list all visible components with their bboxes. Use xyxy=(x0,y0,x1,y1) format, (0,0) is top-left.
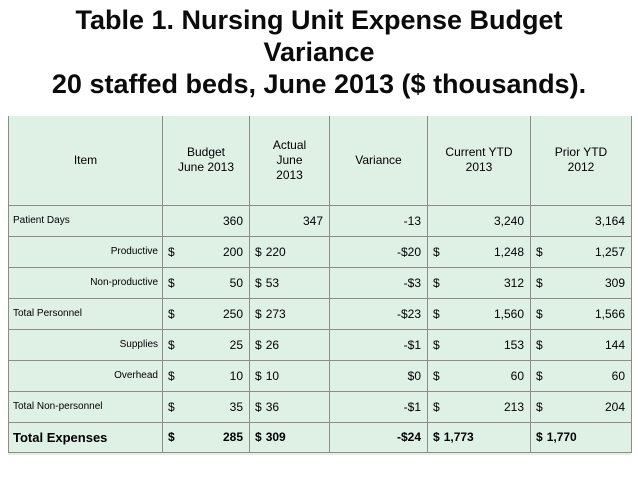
cell-variance: -13 xyxy=(329,205,428,237)
cell-actual: $53 xyxy=(249,267,330,299)
cell-current-ytd: $1,560 xyxy=(427,298,531,330)
cell-current-ytd: $60 xyxy=(427,360,531,392)
cell-budget: $250 xyxy=(162,298,250,330)
slide-title: Table 1. Nursing Unit Expense Budget Var… xyxy=(0,4,638,100)
row-item-label: Total Personnel xyxy=(8,298,163,330)
cell-actual: $273 xyxy=(249,298,330,330)
row-item-label: Total Expenses xyxy=(8,422,163,453)
cell-actual: $36 xyxy=(249,391,330,423)
cell-variance: -$24 xyxy=(329,422,428,453)
cell-current-ytd: $1,773 xyxy=(427,422,531,453)
cell-prior-ytd: $144 xyxy=(530,329,632,361)
cell-current-ytd: $312 xyxy=(427,267,531,299)
cell-variance: -$1 xyxy=(329,329,428,361)
header-budget: Budget June 2013 xyxy=(162,116,250,206)
cell-current-ytd: $153 xyxy=(427,329,531,361)
header-item: Item xyxy=(8,116,163,206)
cell-budget: $35 xyxy=(162,391,250,423)
cell-variance: -$23 xyxy=(329,298,428,330)
cell-prior-ytd: $1,566 xyxy=(530,298,632,330)
cell-budget: 360 xyxy=(162,205,250,237)
row-item-label: Overhead xyxy=(8,360,163,392)
cell-prior-ytd: $1,770 xyxy=(530,422,632,453)
cell-prior-ytd: $309 xyxy=(530,267,632,299)
cell-budget: $285 xyxy=(162,422,250,453)
header-variance: Variance xyxy=(329,116,428,206)
cell-current-ytd: $213 xyxy=(427,391,531,423)
cell-variance: $0 xyxy=(329,360,428,392)
cell-current-ytd: 3,240 xyxy=(427,205,531,237)
table-row-total: Total Expenses $285 $309 -$24 $1,773 $1,… xyxy=(8,422,632,453)
row-item-label: Supplies xyxy=(8,329,163,361)
cell-current-ytd: $1,248 xyxy=(427,236,531,268)
cell-variance: -$1 xyxy=(329,391,428,423)
table-row: Total Personnel $250 $273 -$23 $1,560 $1… xyxy=(8,298,632,330)
cell-actual: 347 xyxy=(249,205,330,237)
table-header-row: Item Budget June 2013 Actual June 2013 V… xyxy=(8,116,632,206)
table-row: Non-productive $50 $53 -$3 $312 $309 xyxy=(8,267,632,299)
budget-table-container: Item Budget June 2013 Actual June 2013 V… xyxy=(8,116,632,455)
cell-budget: $10 xyxy=(162,360,250,392)
row-item-label: Non-productive xyxy=(8,267,163,299)
title-line-2: Variance xyxy=(263,37,375,67)
row-item-label: Total Non-personnel xyxy=(8,391,163,423)
title-line-1: Table 1. Nursing Unit Expense Budget xyxy=(75,5,563,35)
row-item-label: Patient Days xyxy=(8,205,163,237)
cell-prior-ytd: $204 xyxy=(530,391,632,423)
cell-variance: -$3 xyxy=(329,267,428,299)
cell-budget: $50 xyxy=(162,267,250,299)
title-line-3: 20 staffed beds, June 2013 ($ thousands)… xyxy=(51,69,587,99)
table-row: Supplies $25 $26 -$1 $153 $144 xyxy=(8,329,632,361)
table-row: Patient Days 360 347 -13 3,240 3,164 xyxy=(8,205,632,237)
cell-budget: $200 xyxy=(162,236,250,268)
cell-actual: $26 xyxy=(249,329,330,361)
header-prior-ytd: Prior YTD 2012 xyxy=(530,116,632,206)
table-row: Overhead $10 $10 $0 $60 $60 xyxy=(8,360,632,392)
cell-actual: $309 xyxy=(249,422,330,453)
cell-variance: -$20 xyxy=(329,236,428,268)
cell-prior-ytd: 3,164 xyxy=(530,205,632,237)
cell-budget: $25 xyxy=(162,329,250,361)
row-item-label: Productive xyxy=(8,236,163,268)
budget-variance-table: Item Budget June 2013 Actual June 2013 V… xyxy=(8,116,632,453)
table-row: Productive $200 $220 -$20 $1,248 $1,257 xyxy=(8,236,632,268)
cell-prior-ytd: $1,257 xyxy=(530,236,632,268)
cell-actual: $10 xyxy=(249,360,330,392)
cell-prior-ytd: $60 xyxy=(530,360,632,392)
cell-actual: $220 xyxy=(249,236,330,268)
table-row: Total Non-personnel $35 $36 -$1 $213 $20… xyxy=(8,391,632,423)
header-actual: Actual June 2013 xyxy=(249,116,330,206)
header-current-ytd: Current YTD 2013 xyxy=(427,116,531,206)
